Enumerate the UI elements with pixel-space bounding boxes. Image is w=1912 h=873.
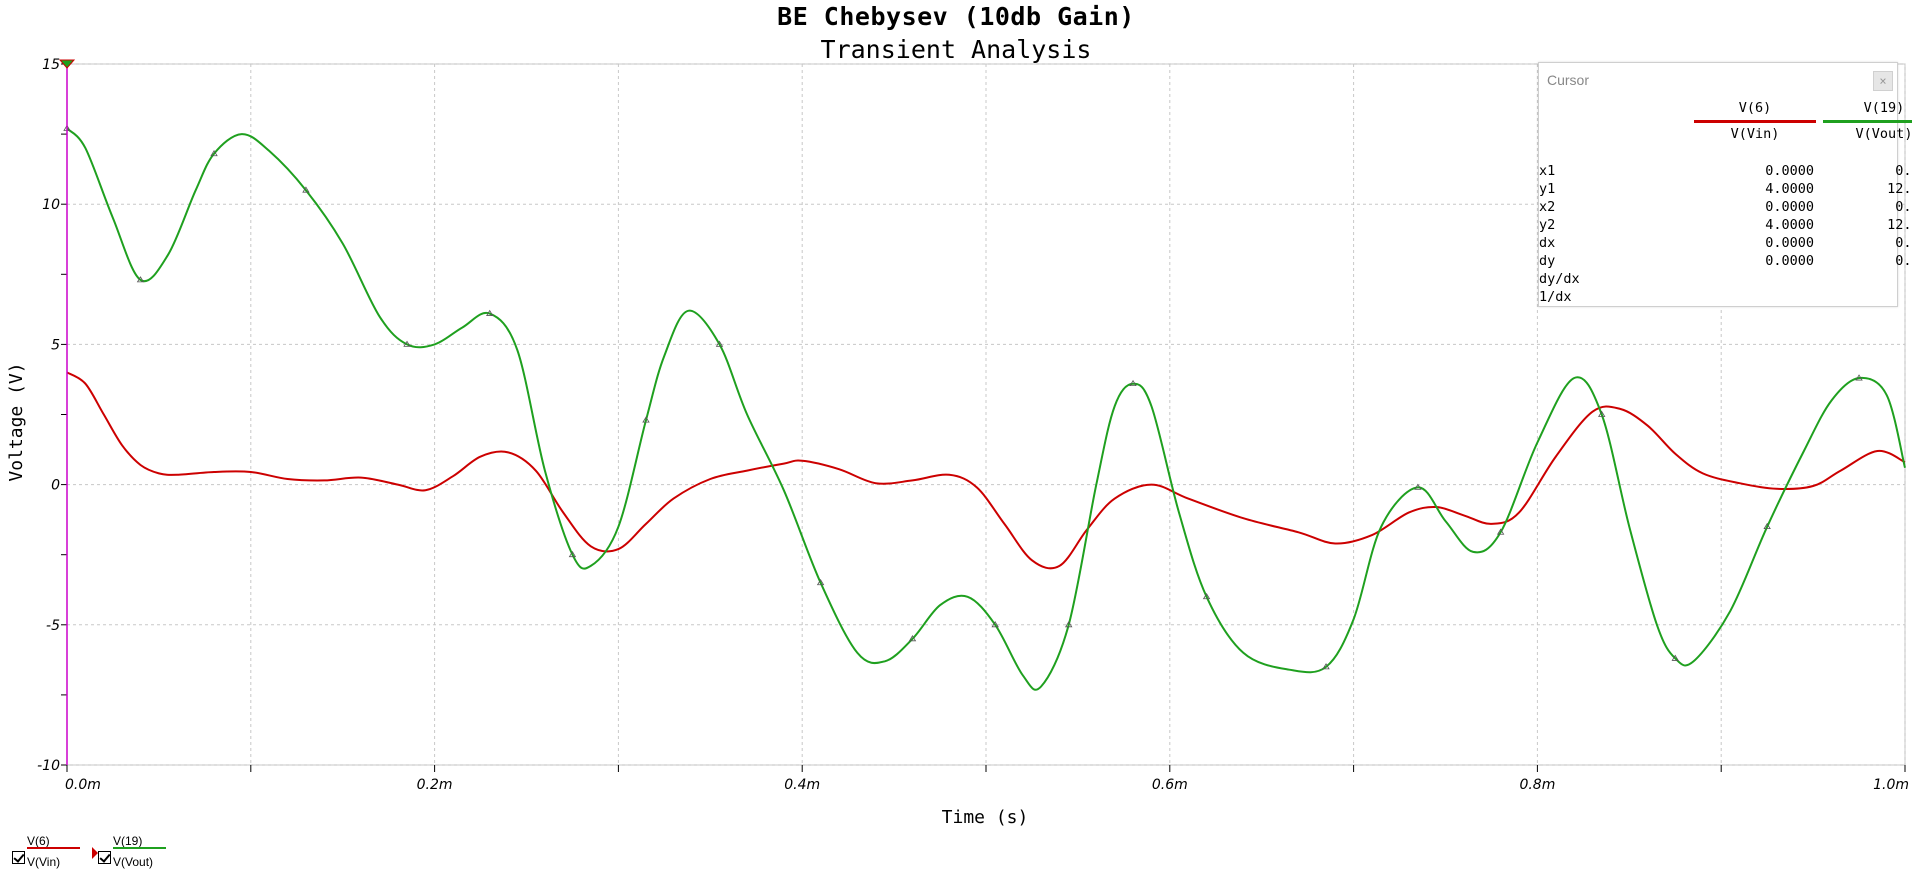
cursor-row-value: 0.0000 bbox=[1765, 199, 1814, 215]
y-tick-label: 0 bbox=[51, 478, 60, 494]
cursor-row-label: dy/dx bbox=[1539, 271, 1580, 287]
x-tick-label: 1.0m bbox=[1873, 777, 1909, 793]
data-point-marker bbox=[1322, 663, 1330, 670]
legend-checkbox-v19[interactable] bbox=[98, 851, 111, 864]
data-point-marker bbox=[568, 550, 577, 558]
y-tick-label: 5 bbox=[51, 337, 60, 353]
data-point-marker bbox=[816, 578, 825, 586]
cursor-layer[interactable] bbox=[58, 59, 76, 765]
cursor-col-name-v6: V(6) bbox=[1738, 100, 1772, 116]
y-tick-label: -5 bbox=[46, 618, 60, 634]
series-layer bbox=[63, 124, 1906, 691]
legend-name-v6: V(6) bbox=[27, 834, 50, 848]
data-point-marker bbox=[486, 309, 494, 316]
x-tick-label: 0.0m bbox=[65, 777, 101, 793]
series-line-v6 bbox=[66, 371, 1906, 570]
cursor-row-label: 1/dx bbox=[1539, 289, 1572, 305]
cursor-handle-icon bbox=[58, 59, 76, 69]
cursor-row-label: dx bbox=[1539, 235, 1556, 251]
x-tick-label: 0.4m bbox=[784, 777, 820, 793]
legend-label-v19: V(Vout) bbox=[113, 855, 154, 869]
cursor-row-value: 12.6493 bbox=[1887, 181, 1912, 197]
legend-line-v19 bbox=[113, 847, 166, 849]
legend-name-v19: V(19) bbox=[113, 834, 143, 848]
cursor-panel[interactable]: Cursor × V(6) V(Vin) V(19) V(Vout) x1 0.0… bbox=[1538, 62, 1912, 307]
legend-marker-icon bbox=[92, 847, 98, 859]
data-point-marker bbox=[1763, 522, 1771, 530]
cursor-row-value: 0.0000 bbox=[1895, 235, 1912, 251]
axes: -10 -5 0 5 10 15 0.0m 0.2m 0.4m 0.6m 0.8m 1.0m bbox=[37, 57, 1909, 793]
data-point-marker bbox=[1855, 374, 1863, 381]
data-point-marker bbox=[1065, 621, 1073, 628]
y-tick-label: 15 bbox=[42, 57, 60, 73]
cursor-row-label: x1 bbox=[1539, 163, 1556, 179]
legend: V(6) V(Vin) V(19) V(Vout) bbox=[0, 832, 200, 873]
data-point-marker bbox=[1598, 410, 1606, 417]
data-point-marker bbox=[1202, 592, 1211, 600]
cursor-row-value: 0.0000 bbox=[1895, 199, 1912, 215]
legend-checkbox-v6[interactable] bbox=[12, 851, 25, 864]
data-point-marker bbox=[1129, 379, 1137, 387]
grid bbox=[66, 63, 1906, 766]
cursor-panel-title: Cursor bbox=[1547, 72, 1590, 88]
data-point-marker bbox=[908, 635, 917, 642]
x-tick-label: 0.8m bbox=[1519, 777, 1555, 793]
cursor-row-value: 4.0000 bbox=[1765, 181, 1814, 197]
data-point-marker bbox=[1414, 483, 1422, 490]
data-point-marker bbox=[136, 276, 145, 283]
x-tick-label: 0.2m bbox=[417, 777, 453, 793]
chart-subtitle: Transient Analysis bbox=[820, 35, 1092, 64]
cursor-row-value: 0.0000 bbox=[1895, 163, 1912, 179]
cursor-row-value: 0.0000 bbox=[1765, 235, 1814, 251]
legend-label-v6: V(Vin) bbox=[27, 855, 61, 869]
close-icon[interactable]: × bbox=[1873, 71, 1893, 91]
x-tick-label: 0.6m bbox=[1152, 777, 1188, 793]
data-point-marker bbox=[302, 186, 310, 193]
data-point-marker bbox=[642, 416, 650, 423]
cursor-col-color-v19 bbox=[1823, 120, 1912, 123]
cursor-row-label: x2 bbox=[1539, 199, 1556, 215]
y-tick-label: -10 bbox=[37, 758, 60, 774]
series-line-v19 bbox=[66, 127, 1906, 691]
chart-title: BE Chebysev (10db Gain) bbox=[777, 2, 1135, 31]
cursor-col-label-v6: V(Vin) bbox=[1730, 126, 1780, 142]
cursor-row-value: 4.0000 bbox=[1765, 217, 1814, 233]
y-tick-label: 10 bbox=[42, 197, 60, 213]
data-point-marker bbox=[1496, 528, 1505, 535]
cursor-row-label: y2 bbox=[1539, 217, 1556, 233]
legend-line-v6 bbox=[27, 847, 80, 849]
cursor-col-name-v19: V(19) bbox=[1863, 100, 1905, 116]
x-axis-label: Time (s) bbox=[942, 807, 1029, 828]
cursor-row-value: 0.0000 bbox=[1895, 253, 1912, 269]
data-point-marker bbox=[403, 340, 411, 347]
data-point-marker bbox=[715, 340, 724, 347]
cursor-row-label: dy bbox=[1539, 253, 1556, 269]
data-point-marker bbox=[1671, 654, 1679, 661]
cursor-row-value: 0.0000 bbox=[1765, 163, 1814, 179]
cursor-col-label-v19: V(Vout) bbox=[1855, 126, 1912, 142]
data-point-marker bbox=[991, 621, 999, 628]
cursor-row-value: 12.6493 bbox=[1887, 217, 1912, 233]
data-point-marker bbox=[210, 149, 218, 157]
y-axis-label: Voltage (V) bbox=[6, 362, 27, 481]
cursor-col-color-v6 bbox=[1694, 120, 1816, 123]
cursor-row-label: y1 bbox=[1539, 181, 1556, 197]
cursor-row-value: 0.0000 bbox=[1765, 253, 1814, 269]
